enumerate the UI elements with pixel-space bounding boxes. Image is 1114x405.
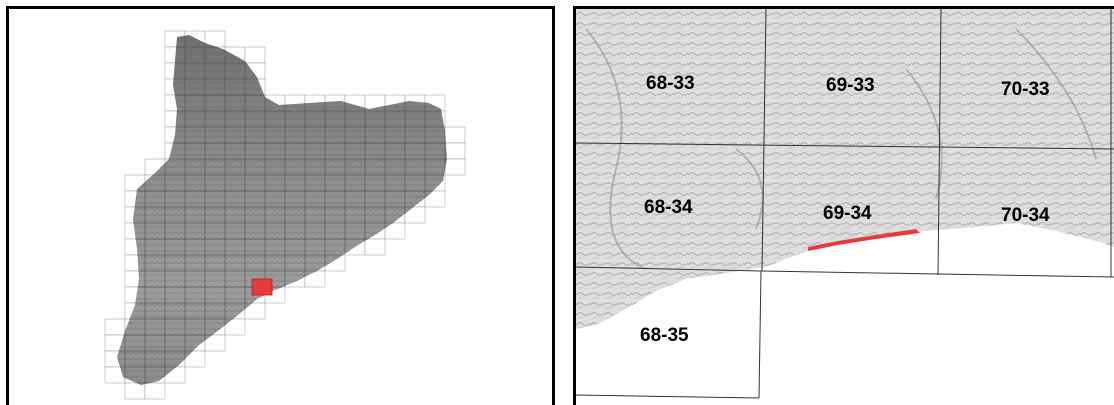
detail-map: 68-33 69-33 70-33 68-34 69-34 70-34 68-3… (576, 9, 1114, 399)
highlighted-coast (808, 229, 920, 251)
overview-map-panel (6, 6, 555, 405)
tile-label-68-34: 68-34 (644, 197, 693, 218)
tile-label-69-33: 69-33 (826, 75, 875, 96)
tile-label-69-34: 69-34 (823, 203, 872, 224)
highlighted-tile (251, 278, 273, 296)
tile-label-68-35: 68-35 (640, 325, 689, 346)
tile-label-68-33: 68-33 (646, 73, 695, 94)
tile-label-70-34: 70-34 (1001, 205, 1050, 226)
overview-map (104, 30, 466, 400)
tile-label-70-33: 70-33 (1001, 79, 1050, 100)
detail-map-panel: 68-33 69-33 70-33 68-34 69-34 70-34 68-3… (573, 6, 1114, 405)
sheet-grid-lines (576, 9, 1114, 399)
